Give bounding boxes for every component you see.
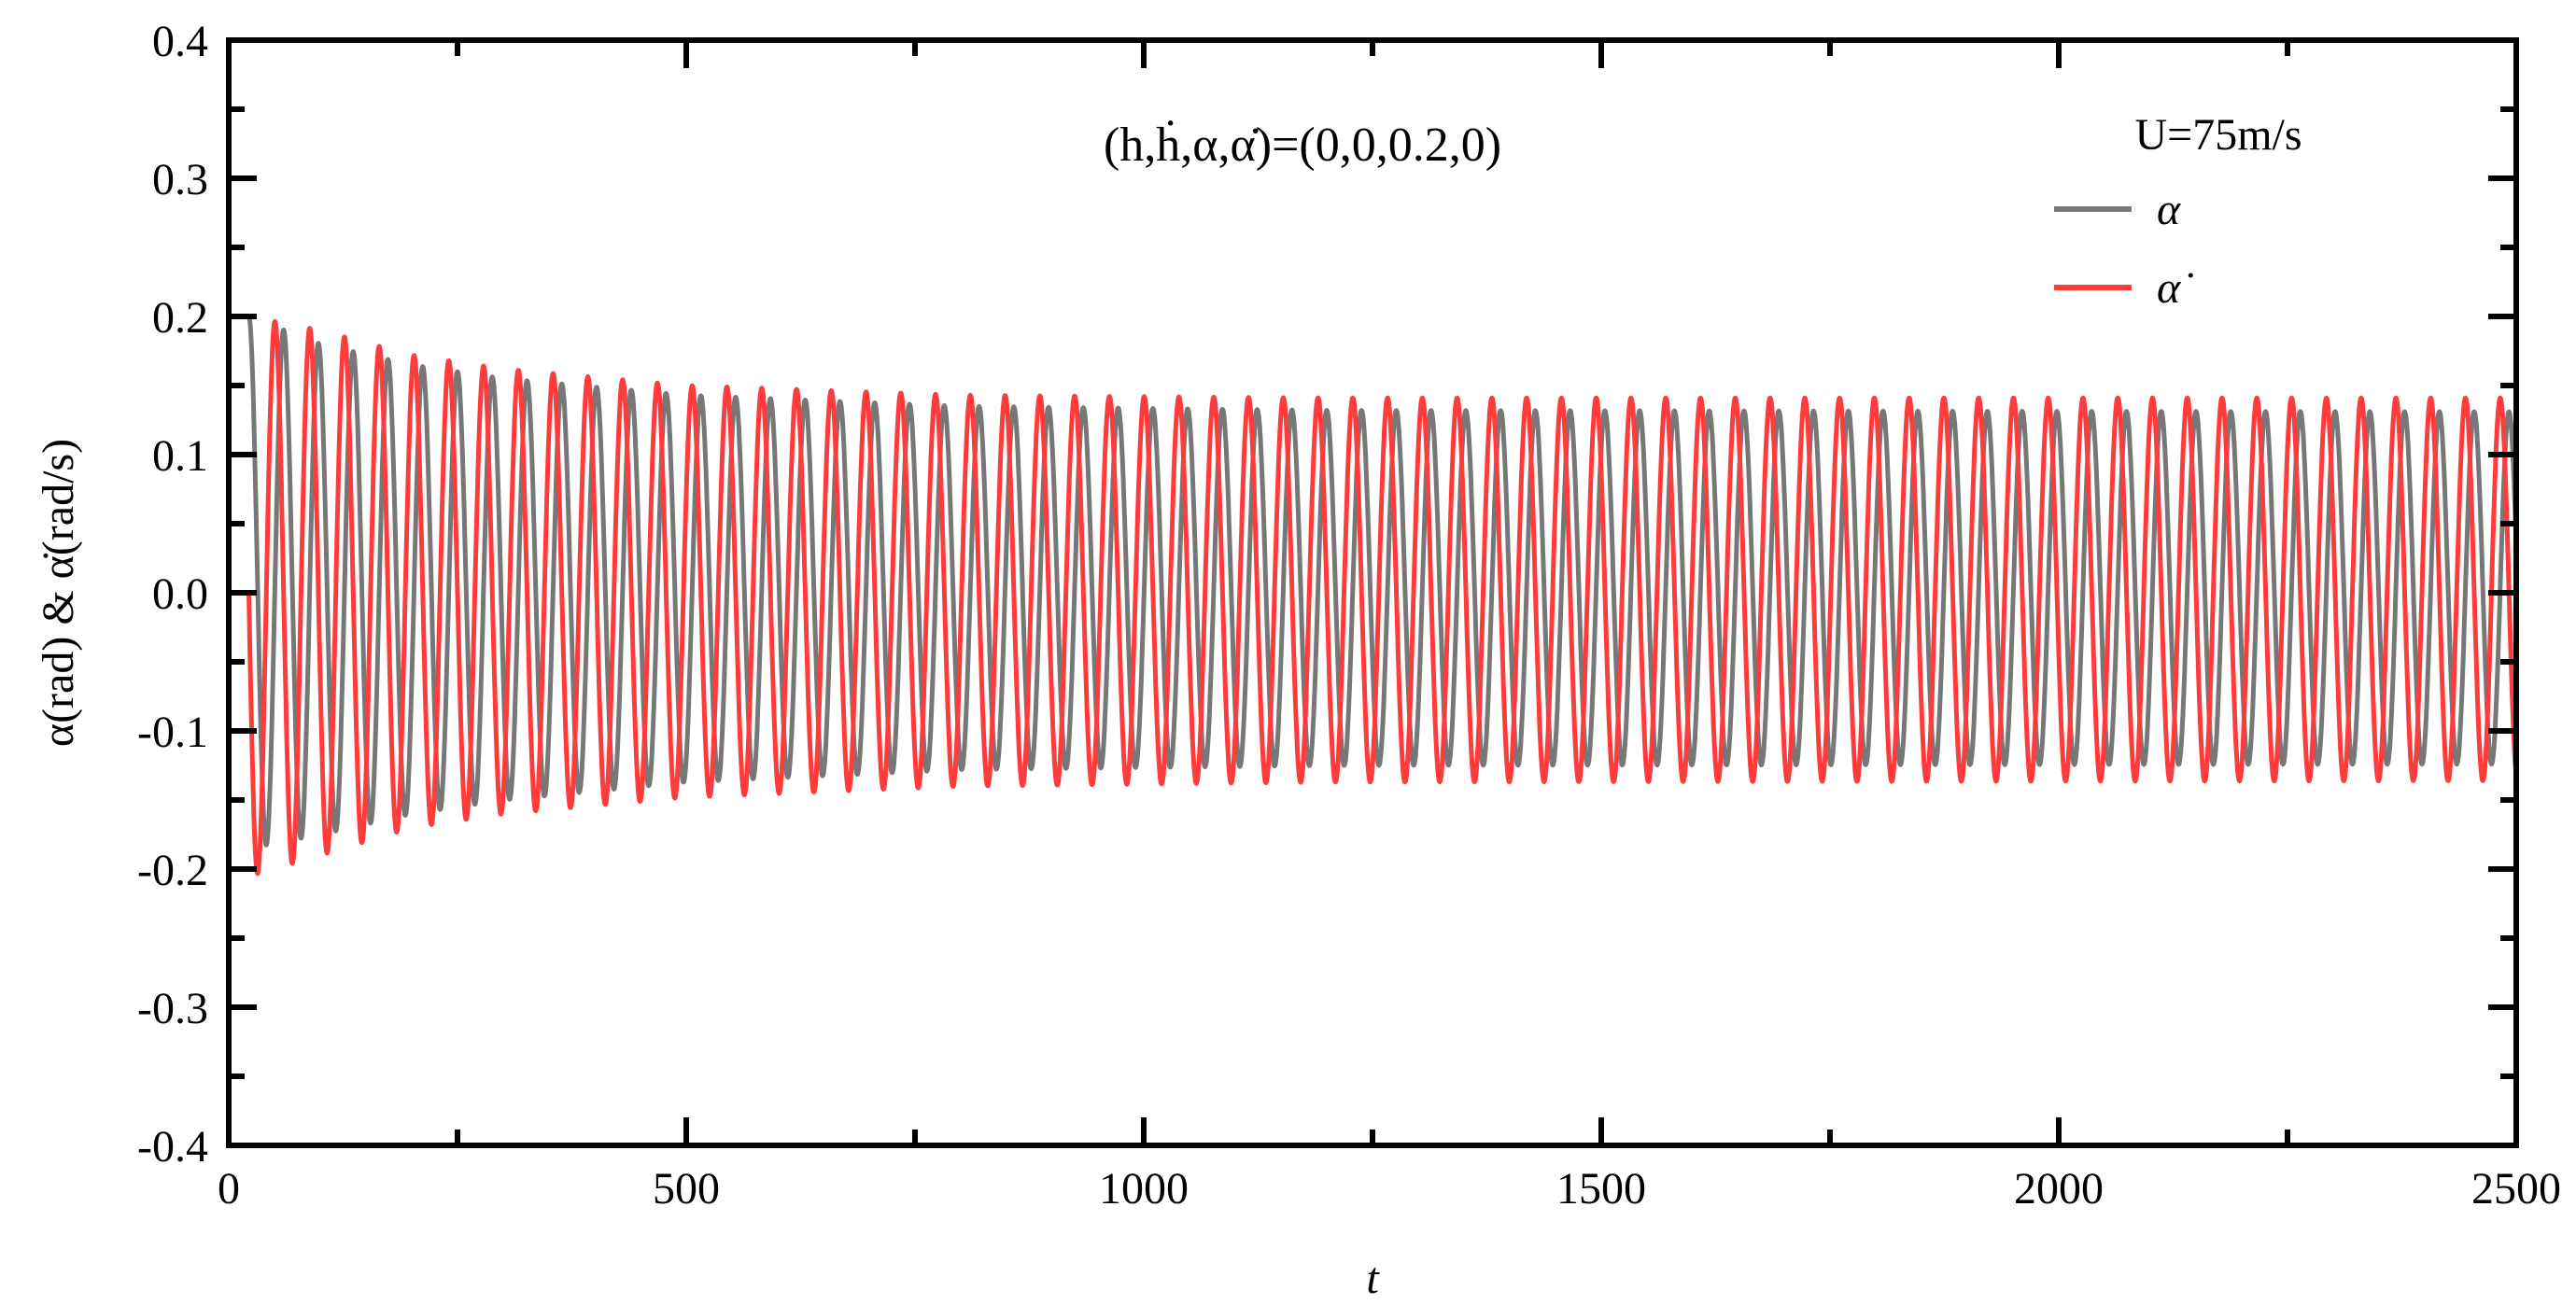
series-layer: [227, 314, 2519, 877]
y-tick-label: 0.3: [152, 155, 208, 204]
x-tick-labels: 0 500 1000 1500 2000 2500: [218, 1164, 2561, 1214]
velocity-annotation: U=75m/s: [2134, 110, 2302, 160]
x-tick-label: 2000: [2014, 1164, 2104, 1214]
y-axis-label: α(rad) & α̇(rad/s): [34, 439, 83, 747]
series-line-alpha-dot: [227, 318, 2519, 877]
x-tick-label: 500: [653, 1164, 720, 1214]
y-tick-labels: -0.4 -0.3 -0.2 -0.1 0.0 0.1 0.2 0.3 0.4: [137, 17, 208, 1172]
y-tick-label: 0.4: [152, 17, 208, 66]
chart-title: (h,ḣ,α,α̇)=(0,0,0.2,0): [1104, 119, 1501, 172]
axis-ticks: [226, 37, 2519, 1148]
y-tick-label: -0.1: [137, 708, 208, 757]
x-tick-label: 1000: [1099, 1164, 1189, 1214]
x-tick-label: 1500: [1556, 1164, 1646, 1214]
y-tick-label: 0.2: [152, 293, 208, 343]
legend-label-alpha-dot: α̇: [2157, 263, 2193, 313]
y-tick-label: 0.1: [152, 431, 208, 481]
y-tick-label: -0.2: [137, 846, 208, 895]
x-tick-label: 0: [218, 1164, 240, 1214]
x-tick-label: 2500: [2471, 1164, 2561, 1214]
legend: α α̇: [2054, 185, 2193, 313]
y-tick-label: -0.4: [137, 1122, 208, 1172]
x-axis-label: t: [1366, 1254, 1380, 1303]
legend-label-alpha: α: [2157, 185, 2181, 234]
y-tick-label: -0.3: [137, 984, 208, 1033]
y-tick-label: 0.0: [152, 569, 208, 619]
